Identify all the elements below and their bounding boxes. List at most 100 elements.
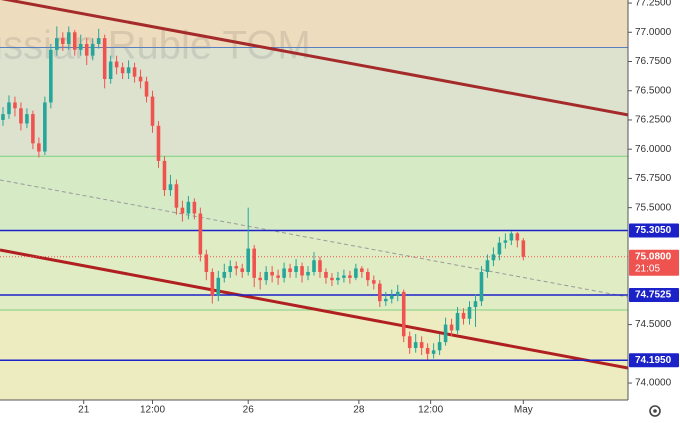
- x-tick-label: 12:00: [140, 405, 165, 416]
- x-tick-label: 26: [243, 405, 255, 416]
- candle-body: [66, 32, 71, 44]
- candle-body: [288, 268, 292, 272]
- y-tick-label: 76.2500: [635, 115, 672, 126]
- candle-body: [479, 271, 484, 302]
- x-tick-label: May: [514, 405, 533, 416]
- y-tick-label: 75.5000: [635, 202, 672, 213]
- candle-body: [449, 324, 454, 331]
- settings-icon-center: [653, 409, 657, 413]
- candle-body: [162, 160, 167, 191]
- candle-body: [306, 271, 310, 276]
- candle-body: [96, 38, 101, 44]
- candle-body: [246, 248, 251, 272]
- candle-body: [55, 38, 59, 50]
- candle-body: [491, 254, 496, 261]
- candle-body: [19, 108, 23, 124]
- candle-body: [216, 277, 221, 296]
- watermark: Russian Ruble TOM: [0, 24, 311, 68]
- candle-body: [467, 307, 472, 319]
- level-label: 74.7525: [635, 290, 672, 301]
- candle-body: [276, 275, 280, 278]
- trendline: [0, 248, 628, 370]
- candle-body: [509, 233, 514, 241]
- candle-body: [138, 76, 143, 82]
- candle-body: [156, 125, 161, 161]
- y-tick-label: 75.7500: [635, 173, 672, 184]
- zone: [0, 156, 628, 231]
- candle-body: [342, 275, 346, 278]
- time-axis: [0, 400, 628, 423]
- candle-body: [49, 49, 53, 103]
- last-price-box: [629, 249, 679, 276]
- candle-body: [521, 240, 526, 257]
- candle-body: [37, 143, 41, 152]
- candle-body: [360, 268, 364, 272]
- candle-body: [150, 96, 155, 126]
- candle-body: [204, 254, 209, 272]
- candle-body: [503, 240, 508, 243]
- candle-body: [354, 268, 358, 278]
- candle-body: [72, 32, 77, 50]
- candle-body: [90, 43, 95, 56]
- candle-body: [383, 298, 388, 302]
- candle-body: [174, 184, 179, 208]
- y-tick-label: 77.2500: [635, 0, 672, 9]
- level-label-box: [629, 223, 679, 238]
- candle-body: [407, 336, 412, 348]
- candle-body: [84, 43, 89, 56]
- candle-body: [25, 114, 29, 124]
- candle-body: [7, 102, 11, 115]
- axes: 77.2500 77.0000 76.7500 76.5000 76.2500 76.00…: [78, 0, 679, 416]
- x-tick-label: 12:00: [418, 405, 443, 416]
- candle-body: [240, 268, 245, 272]
- x-tick-label: 21: [78, 405, 90, 416]
- candle-body: [186, 201, 191, 214]
- candle-body: [61, 38, 65, 44]
- candle-body: [318, 260, 322, 272]
- plot-area: Russian Ruble TOM: [0, 0, 628, 400]
- candle-body: [515, 233, 520, 241]
- candle-body: [198, 213, 203, 255]
- candle-body: [43, 102, 47, 152]
- candle-body: [168, 184, 173, 191]
- candle-body: [264, 271, 268, 281]
- candle-body: [366, 271, 370, 281]
- settings-button[interactable]: [649, 405, 661, 417]
- candle-body: [13, 102, 17, 109]
- candle-body: [425, 347, 430, 354]
- y-tick-label: 77.0000: [635, 27, 672, 38]
- candle-body: [78, 43, 83, 50]
- candle-body: [461, 312, 466, 319]
- candle-body: [114, 61, 119, 68]
- candle-body: [330, 277, 334, 281]
- candle-body: [431, 350, 436, 354]
- candle-body: [389, 295, 394, 299]
- candle-body: [455, 312, 460, 331]
- candle-body: [485, 260, 490, 272]
- x-tick-label: 28: [353, 405, 365, 416]
- candle-body: [395, 291, 400, 296]
- y-tick-label: 76.5000: [635, 85, 672, 96]
- candle-body: [270, 271, 274, 276]
- candle-body: [126, 67, 131, 74]
- candle-body: [258, 277, 262, 281]
- candle-body: [132, 67, 137, 77]
- dashed-trendline: [0, 179, 628, 298]
- candle-body: [312, 260, 316, 272]
- level-label: 74.1950: [635, 355, 672, 366]
- last-price-label: 75.0800: [635, 251, 672, 262]
- candle-body: [102, 38, 107, 80]
- candle-body: [437, 342, 442, 351]
- candle-body: [300, 266, 304, 276]
- candle-body: [336, 277, 340, 281]
- candle-body: [377, 283, 382, 302]
- candle-body: [497, 242, 502, 255]
- candle-body: [372, 280, 376, 284]
- candle-body: [401, 291, 406, 337]
- y-tick-label: 74.0000: [635, 378, 672, 389]
- candle-body: [31, 114, 35, 144]
- candle-body: [294, 266, 298, 272]
- candle-body: [473, 301, 478, 308]
